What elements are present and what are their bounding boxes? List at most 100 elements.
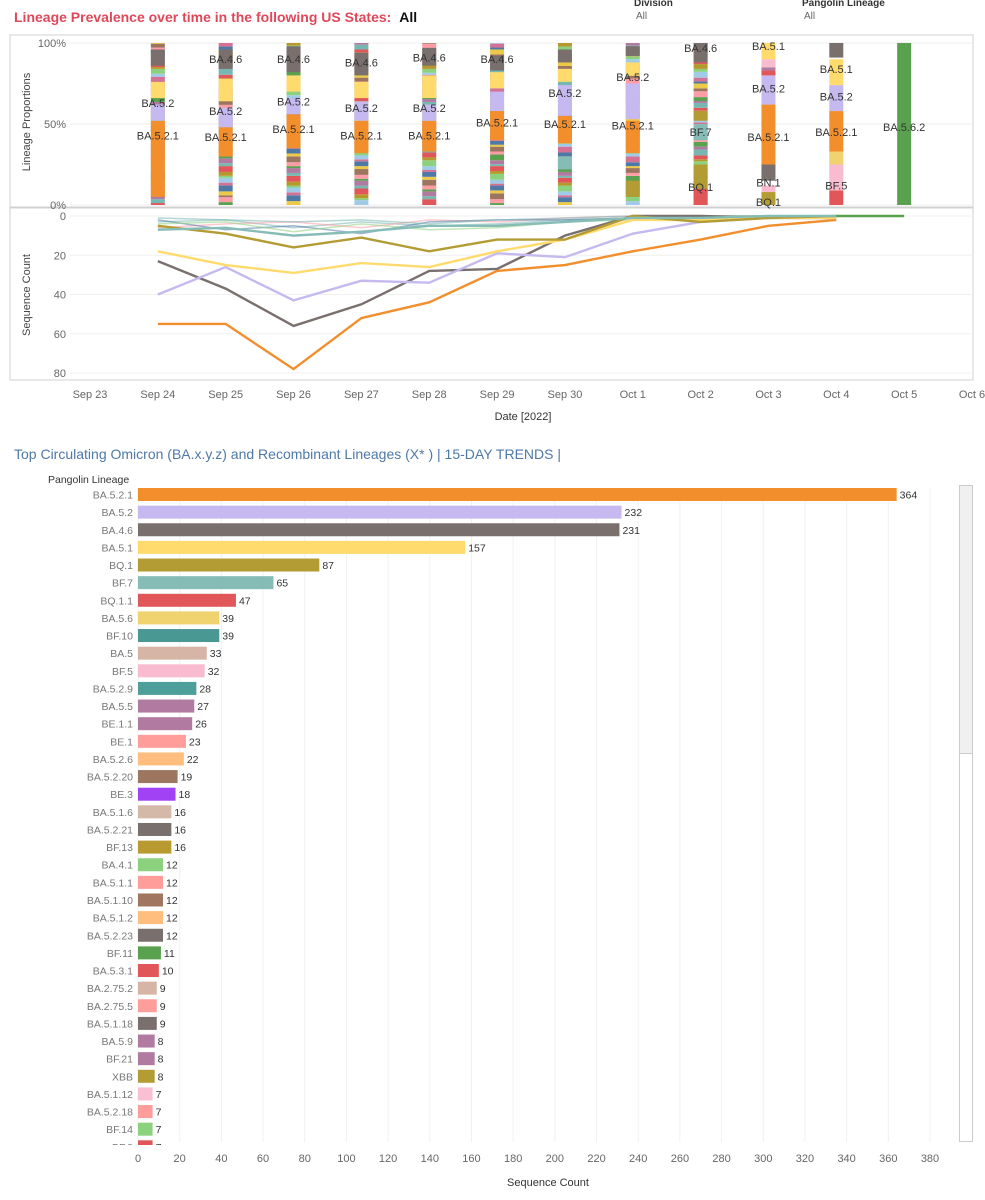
lower-y-axis-label: Sequence Count — [21, 254, 33, 336]
bar — [138, 1052, 155, 1066]
category-label: BA.5.1.6 — [93, 807, 133, 819]
bar-segment — [490, 164, 505, 167]
segment-label: BA.4.6 — [345, 57, 378, 69]
pangolin-lineage-filter-value[interactable]: All — [804, 11, 816, 22]
upper-y-tick-label: 0% — [50, 200, 66, 212]
bar-segment — [218, 74, 233, 79]
bar-segment — [625, 201, 640, 205]
x-tick-label: Sep 26 — [276, 389, 311, 401]
bar-segment — [422, 43, 437, 50]
bar-segment — [625, 56, 640, 60]
bar-segment — [693, 62, 708, 65]
bar-segment — [490, 173, 505, 180]
bar-value-label: 28 — [199, 683, 211, 695]
x-tick-label: Sep 23 — [73, 389, 108, 401]
bar-segment — [490, 55, 505, 71]
bar-value-label: 22 — [187, 754, 199, 766]
bar — [138, 558, 320, 572]
segment-label: BA.5.2 — [752, 83, 785, 95]
chart-title-value: All — [399, 9, 418, 25]
bar-segment — [625, 78, 640, 85]
bar-value-label: 231 — [622, 525, 640, 537]
pangolin-lineage-filter[interactable]: Pangolin Lineage All — [802, 0, 885, 22]
category-label: BA.5.1.18 — [87, 1018, 133, 1030]
bar-segment — [557, 46, 572, 50]
bar-segment — [150, 101, 165, 106]
x-tick-label: 180 — [504, 1153, 522, 1165]
category-label: BA.2.75.2 — [87, 983, 133, 995]
category-label: BA.5.1.12 — [87, 1089, 133, 1101]
bar-segment — [625, 75, 640, 79]
upper-y-tick-label: 50% — [44, 119, 66, 131]
category-label: BA.5.2.1 — [93, 490, 133, 502]
bar — [138, 540, 466, 554]
x-tick-label: 60 — [257, 1153, 269, 1165]
bar-segment — [490, 154, 505, 161]
bar-segment — [557, 115, 572, 144]
bar-segment — [490, 170, 505, 174]
series-line-ba-5-2 — [157, 216, 837, 302]
bar-value-label: 33 — [210, 648, 222, 660]
segment-label: BA.5.2 — [413, 103, 446, 115]
bar-segment — [218, 107, 233, 128]
category-label: XBB — [112, 1071, 133, 1083]
category-label: BE.1 — [110, 736, 133, 748]
bar — [138, 505, 622, 519]
bar-segment — [557, 177, 572, 183]
bar-segment — [490, 68, 505, 74]
category-label: BA.5.2.18 — [87, 1107, 133, 1119]
segment-label: BA.5.2.1 — [408, 130, 450, 142]
bar-segment — [490, 166, 505, 171]
bar-segment — [354, 180, 369, 186]
category-label: BA.5.1.1 — [93, 877, 133, 889]
bar-chart-scrollbar-thumb[interactable] — [960, 486, 972, 754]
bar — [138, 646, 207, 660]
bar-value-label: 12 — [166, 913, 178, 925]
bar — [138, 840, 172, 854]
segment-label: BA.5.2.1 — [747, 132, 789, 144]
x-tick-label: 200 — [546, 1153, 564, 1165]
category-label: BE.1.1 — [101, 719, 133, 731]
category-label: BA.5.1.10 — [87, 895, 133, 907]
bar-segment — [625, 168, 640, 173]
bar-segment — [557, 143, 572, 147]
bar-segment — [422, 179, 437, 186]
bar — [138, 1140, 153, 1145]
division-filter[interactable]: Division All — [634, 0, 673, 22]
bar-value-label: 9 — [160, 983, 166, 995]
x-tick-label: 120 — [379, 1153, 397, 1165]
bar-segment — [218, 156, 233, 159]
bar-segment — [422, 191, 437, 197]
bar-segment — [354, 161, 369, 167]
category-label: BA.5.2.23 — [87, 930, 133, 942]
x-tick-label: 100 — [337, 1153, 355, 1165]
x-tick-label: Oct 2 — [687, 389, 713, 401]
x-tick-label: Sep 30 — [547, 389, 582, 401]
category-label: BA.5.2.21 — [87, 824, 133, 836]
pangolin-lineage-filter-label: Pangolin Lineage — [802, 0, 885, 9]
segment-label: BN.1 — [756, 177, 780, 189]
bar-segment — [286, 95, 301, 99]
bar-segment — [422, 72, 437, 75]
bar-value-label: 8 — [158, 1054, 164, 1066]
bar-segment — [693, 146, 708, 150]
bar-segment — [150, 120, 165, 197]
bar-segment — [490, 193, 505, 200]
bar — [138, 875, 164, 889]
bar-segment — [625, 62, 640, 76]
segment-label: BA.4.6 — [413, 53, 446, 65]
bar-value-label: 157 — [468, 542, 486, 554]
bar-value-label: 16 — [174, 824, 186, 836]
bar-segment — [625, 180, 640, 197]
x-tick-label: 140 — [421, 1153, 439, 1165]
bar-segment — [761, 70, 776, 76]
x-tick-label: Sep 27 — [344, 389, 379, 401]
bar-segment — [625, 59, 640, 66]
bar-segment — [286, 46, 301, 73]
division-filter-value[interactable]: All — [636, 11, 648, 22]
x-tick-label: 0 — [135, 1153, 141, 1165]
bar-segment — [693, 68, 708, 72]
bar-segment — [693, 97, 708, 101]
x-tick-label: Oct 1 — [620, 389, 646, 401]
bar-segment — [490, 111, 505, 141]
